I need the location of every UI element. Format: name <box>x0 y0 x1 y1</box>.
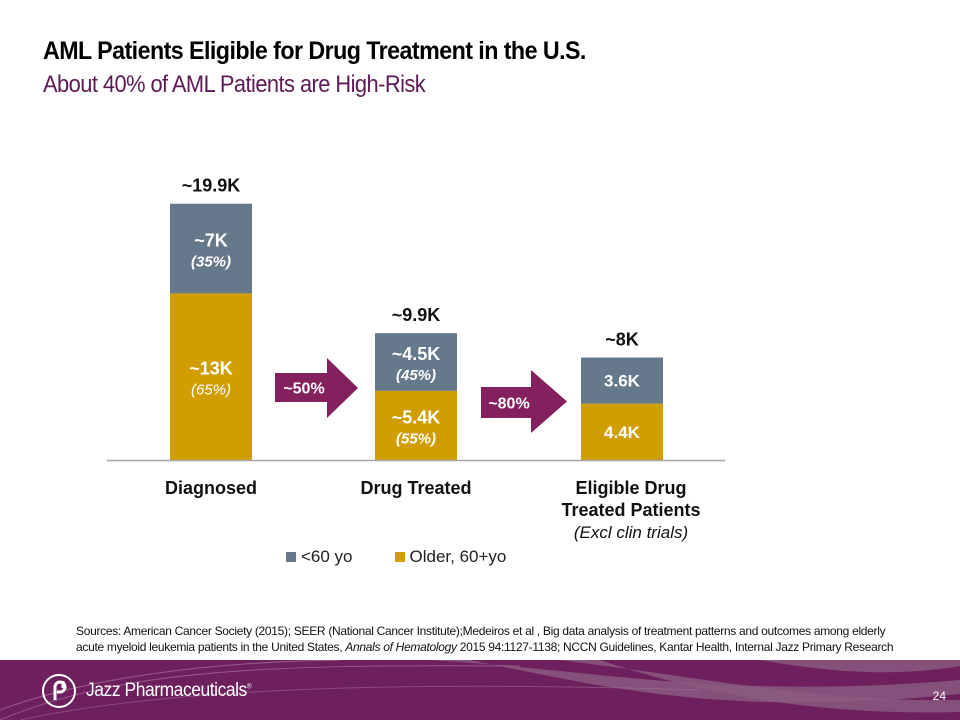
category-label: Eligible Drug <box>575 478 686 498</box>
bar-segment-under-60 <box>170 203 252 294</box>
chart-legend: <60 yo Older, 60+yo <box>286 547 506 567</box>
logo-glyph-icon <box>53 680 67 700</box>
sources-text: Sources: American Cancer Society (2015);… <box>76 624 886 654</box>
bar-total-label: ~9.9K <box>392 305 441 325</box>
category-label: Drug Treated <box>360 478 471 498</box>
bar-segment-under-60 <box>581 357 663 404</box>
sources-journal: Annals of Hematology <box>345 640 457 654</box>
sources-note: Sources: American Cancer Society (2015);… <box>76 623 896 655</box>
segment-value-label-under-60: ~7K <box>194 231 228 251</box>
footer-bar: Jazz Pharmaceuticals® 24 <box>0 660 960 720</box>
segment-value-label-under-60: 3.6K <box>604 372 641 391</box>
legend-swatch-under-60 <box>286 552 296 562</box>
segment-pct-label-older-60: (55%) <box>396 430 436 447</box>
jazz-logo-icon <box>42 674 76 708</box>
legend-item-older-60: Older, 60+yo <box>394 547 507 567</box>
stacked-bar-chart: ~19.9K ~7K (35%) ~13K (65%) Diagnosed ~9.9K ~4.… <box>107 176 725 542</box>
brand-text: Jazz Pharmaceuticals <box>86 680 247 701</box>
segment-pct-label-older-60: (65%) <box>191 382 231 399</box>
segment-value-label-older-60: ~5.4K <box>392 407 441 427</box>
legend-label-under-60: <60 yo <box>301 547 353 566</box>
trademark-mark: ® <box>246 683 252 691</box>
category-sublabel: (Excl clin trials) <box>574 523 688 542</box>
segment-pct-label-under-60: (35%) <box>191 254 231 271</box>
segment-value-label-older-60: ~13K <box>189 359 233 379</box>
bar-segment-older-60 <box>375 390 457 460</box>
page-number: 24 <box>932 689 946 703</box>
segment-value-label-older-60: 4.4K <box>604 423 641 442</box>
transition-arrow-label: ~50% <box>283 381 324 398</box>
segment-value-label-under-60: ~4.5K <box>392 344 441 364</box>
brand-name: Jazz Pharmaceuticals® <box>86 680 252 702</box>
transition-arrow <box>275 358 358 418</box>
bar-total-label: ~19.9K <box>182 176 241 196</box>
bar-total-label: ~8K <box>605 329 639 349</box>
sources-text-end: 2015 94:1127-1138; NCCN Guidelines, Kant… <box>456 640 894 654</box>
slide-title: AML Patients Eligible for Drug Treatment… <box>43 37 586 65</box>
category-label: Diagnosed <box>165 478 257 498</box>
transition-arrow-label: ~80% <box>488 396 529 413</box>
bar-segment-older-60 <box>581 403 663 460</box>
segment-pct-label-under-60: (45%) <box>396 367 436 384</box>
bar-segment-older-60 <box>170 293 252 460</box>
bar-segment-under-60 <box>375 333 457 391</box>
legend-label-older-60: Older, 60+yo <box>409 547 507 566</box>
slide-subtitle: About 40% of AML Patients are High-Risk <box>43 71 426 98</box>
legend-item-under-60: <60 yo <box>286 547 353 567</box>
category-label: Treated Patients <box>561 500 700 520</box>
legend-swatch-older-60 <box>394 552 405 562</box>
transition-arrow <box>481 370 567 433</box>
